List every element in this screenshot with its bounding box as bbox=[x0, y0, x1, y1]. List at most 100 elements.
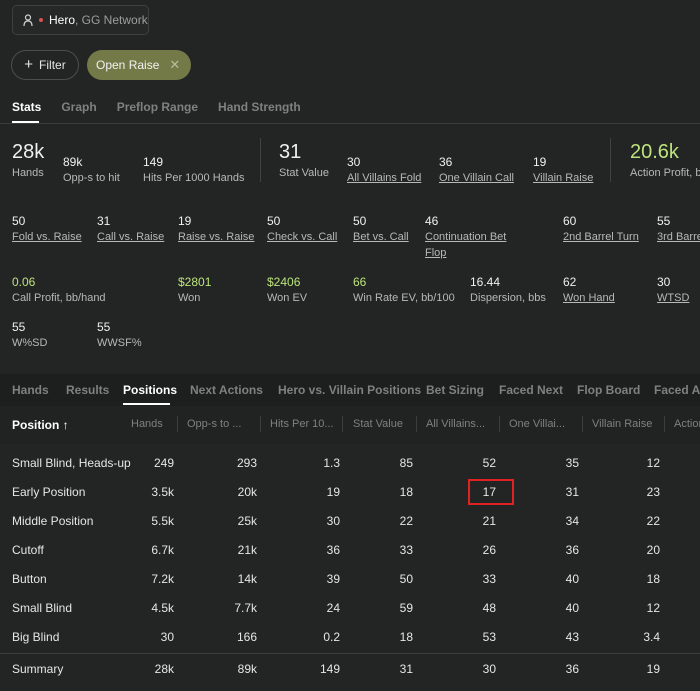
tab-hands[interactable]: Hands bbox=[12, 383, 49, 397]
stat-all-villains-fold[interactable]: 30 All Villains Fold bbox=[347, 155, 421, 186]
stat-raise-vs-raise[interactable]: 19 Raise vs. Raise bbox=[178, 214, 254, 245]
column-divider[interactable] bbox=[177, 416, 178, 432]
stat-label: Hits Per 1000 Hands bbox=[143, 172, 245, 184]
table-cell: 7.7k bbox=[234, 601, 257, 615]
stat-value: 60 bbox=[563, 214, 577, 228]
stat-2nd-barrel-turn[interactable]: 60 2nd Barrel Turn bbox=[563, 214, 639, 245]
column-header-one-villain[interactable]: One Villai... bbox=[509, 418, 566, 430]
stat-label[interactable]: Won Hand bbox=[563, 292, 615, 304]
stat-call-vs-raise[interactable]: 31 Call vs. Raise bbox=[97, 214, 164, 245]
stat-label[interactable]: Bet vs. Call bbox=[353, 231, 409, 243]
stat-label[interactable]: 3rd Barre bbox=[657, 231, 700, 243]
stat-label[interactable]: Fold vs. Raise bbox=[12, 231, 82, 243]
stat-label[interactable]: Flop bbox=[425, 247, 447, 259]
stat-3rd-barrel[interactable]: 55 3rd Barre bbox=[657, 214, 700, 245]
table-cell: 21k bbox=[237, 543, 257, 557]
stat-label[interactable]: All Villains Fold bbox=[347, 172, 422, 184]
stat-label[interactable]: 2nd Barrel Turn bbox=[563, 231, 639, 243]
table-row[interactable]: Middle Position 5.5k 25k 30 22 21 34 22 bbox=[0, 506, 700, 535]
tab-preflop-range[interactable]: Preflop Range bbox=[116, 100, 199, 114]
divider bbox=[0, 123, 700, 124]
stat-value: 50 bbox=[267, 214, 281, 228]
stat-label[interactable]: Call vs. Raise bbox=[97, 231, 165, 243]
tab-graph[interactable]: Graph bbox=[61, 100, 97, 114]
column-divider[interactable] bbox=[499, 416, 500, 432]
table-cell: 30 bbox=[326, 514, 340, 528]
open-raise-chip[interactable]: Open Raise ✕ bbox=[87, 50, 191, 80]
table-cell: 0.2 bbox=[323, 630, 340, 644]
tab-stats[interactable]: Stats bbox=[12, 100, 42, 114]
tab-faced-next[interactable]: Faced Next bbox=[499, 383, 564, 397]
table-row[interactable]: Early Position 3.5k 20k 19 18 17 31 23 bbox=[0, 477, 700, 506]
table-cell: 33 bbox=[399, 543, 413, 557]
top-tabs: Stats Graph Preflop Range Hand Strength bbox=[12, 100, 301, 114]
stat-one-villain-call[interactable]: 36 One Villain Call bbox=[439, 155, 514, 186]
player-selector[interactable]: Hero, GG Network bbox=[12, 5, 149, 35]
stat-label[interactable]: One Villain Call bbox=[439, 172, 515, 184]
stat-label[interactable]: Continuation Bet bbox=[425, 231, 507, 243]
column-divider[interactable] bbox=[260, 416, 261, 432]
filter-button[interactable]: + Filter bbox=[11, 50, 79, 80]
position-name: Big Blind bbox=[12, 630, 60, 644]
table-cell: 26 bbox=[482, 543, 496, 557]
tab-positions[interactable]: Positions bbox=[123, 383, 178, 397]
column-header-villain-raise[interactable]: Villain Raise bbox=[592, 418, 653, 430]
column-divider[interactable] bbox=[342, 416, 343, 432]
summary-row: Summary 28k 89k 149 31 30 36 19 bbox=[0, 654, 700, 683]
column-header-hands[interactable]: Hands bbox=[131, 418, 163, 430]
stat-value: 16.44 bbox=[470, 275, 501, 289]
tab-faced-action[interactable]: Faced Ac bbox=[654, 383, 700, 397]
tab-flop-board[interactable]: Flop Board bbox=[577, 383, 641, 397]
table-cell: 36 bbox=[326, 543, 340, 557]
table-cell: 59 bbox=[399, 601, 413, 615]
column-header-hits[interactable]: Hits Per 10... bbox=[270, 418, 334, 430]
table-cell: 40 bbox=[565, 572, 579, 586]
column-divider[interactable] bbox=[664, 416, 665, 432]
stat-label[interactable]: Villain Raise bbox=[533, 172, 594, 184]
stat-value: 55 bbox=[97, 320, 111, 334]
table-row[interactable]: Big Blind 30 166 0.2 18 53 43 3.4 bbox=[0, 622, 700, 651]
column-header-stat-value[interactable]: Stat Value bbox=[353, 418, 403, 430]
column-divider[interactable] bbox=[582, 416, 583, 432]
stat-fold-vs-raise[interactable]: 50 Fold vs. Raise bbox=[12, 214, 82, 245]
column-header-all-villains[interactable]: All Villains... bbox=[426, 418, 486, 430]
stat-value: 31 bbox=[279, 141, 302, 163]
tab-next-actions[interactable]: Next Actions bbox=[190, 383, 263, 397]
position-name: Middle Position bbox=[12, 514, 94, 528]
stat-label[interactable]: WTSD bbox=[657, 292, 690, 304]
table-row[interactable]: Button 7.2k 14k 39 50 33 40 18 bbox=[0, 564, 700, 593]
table-row[interactable]: Small Blind 4.5k 7.7k 24 59 48 40 12 bbox=[0, 593, 700, 622]
stat-won-hand[interactable]: 62 Won Hand bbox=[563, 275, 615, 306]
column-divider[interactable] bbox=[416, 416, 417, 432]
summary-cell: 31 bbox=[399, 662, 413, 676]
table-cell: 25k bbox=[237, 514, 257, 528]
tab-hero-vs-villain-positions[interactable]: Hero vs. Villain Positions bbox=[278, 383, 422, 397]
stat-won-ev: $2406 Won EV bbox=[267, 275, 307, 306]
divider bbox=[610, 138, 611, 182]
column-header-position[interactable]: Position ↑ bbox=[12, 418, 69, 432]
stat-label[interactable]: Raise vs. Raise bbox=[178, 231, 255, 243]
column-header-action[interactable]: Action bbox=[674, 418, 700, 430]
table-cell: 166 bbox=[236, 630, 257, 644]
column-header-opps[interactable]: Opp-s to ... bbox=[187, 418, 242, 430]
stat-label[interactable]: Check vs. Call bbox=[267, 231, 338, 243]
table-cell: 22 bbox=[646, 514, 660, 528]
close-icon[interactable]: ✕ bbox=[169, 57, 181, 72]
table-cell: 7.2k bbox=[151, 572, 174, 586]
table-cell: 18 bbox=[399, 630, 413, 644]
stat-check-vs-call[interactable]: 50 Check vs. Call bbox=[267, 214, 337, 245]
table-row[interactable]: Small Blind, Heads-up 249 293 1.3 85 52 35 12 bbox=[0, 448, 700, 477]
stat-villain-raise[interactable]: 19 Villain Raise bbox=[533, 155, 593, 186]
tab-hand-strength[interactable]: Hand Strength bbox=[218, 100, 301, 114]
stat-continuation-bet-flop[interactable]: 46 Continuation Bet Flop bbox=[425, 214, 506, 261]
tab-results[interactable]: Results bbox=[66, 383, 110, 397]
plus-icon: + bbox=[24, 56, 34, 73]
table-row[interactable]: Cutoff 6.7k 21k 36 33 26 36 20 bbox=[0, 535, 700, 564]
table-cell: 20k bbox=[237, 485, 257, 499]
stat-value: 30 bbox=[347, 155, 361, 169]
stat-bet-vs-call[interactable]: 50 Bet vs. Call bbox=[353, 214, 409, 245]
stat-wtsd[interactable]: 30 WTSD bbox=[657, 275, 689, 306]
table-cell: 3.5k bbox=[151, 485, 174, 499]
tab-bet-sizing[interactable]: Bet Sizing bbox=[426, 383, 485, 397]
user-icon bbox=[23, 13, 33, 26]
